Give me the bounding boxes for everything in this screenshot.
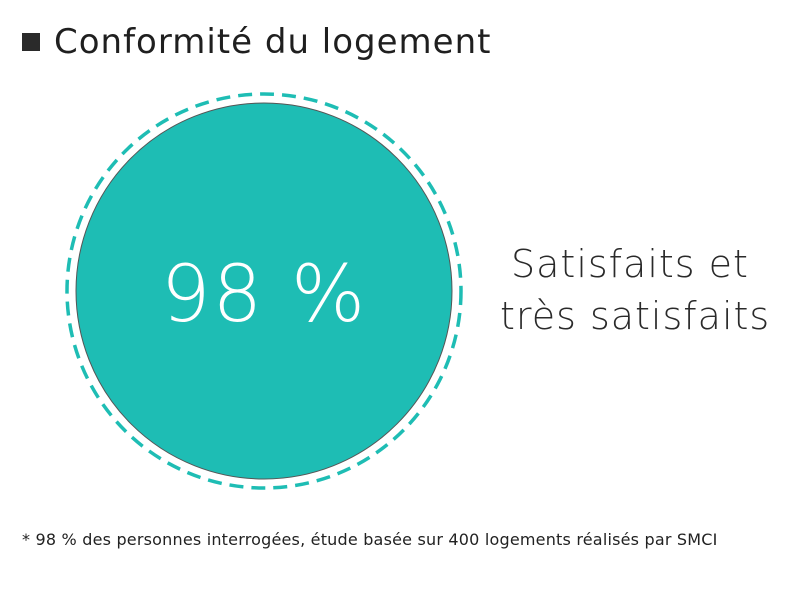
value-label: 98 %	[161, 250, 367, 340]
satisfaction-label: Satisfaits et très satisfaits	[500, 238, 771, 342]
satisfaction-label-line-2: très satisfaits	[500, 294, 771, 338]
page-title: Conformité du logement	[54, 22, 492, 62]
dashed-outer-ring	[65, 92, 463, 490]
square-bullet-icon	[22, 33, 40, 51]
satisfaction-label-line-1: Satisfaits et	[511, 242, 749, 286]
header: Conformité du logement	[22, 18, 491, 66]
value-disc	[75, 102, 453, 480]
footnote: * 98 % des personnes interrogées, étude …	[22, 530, 718, 549]
